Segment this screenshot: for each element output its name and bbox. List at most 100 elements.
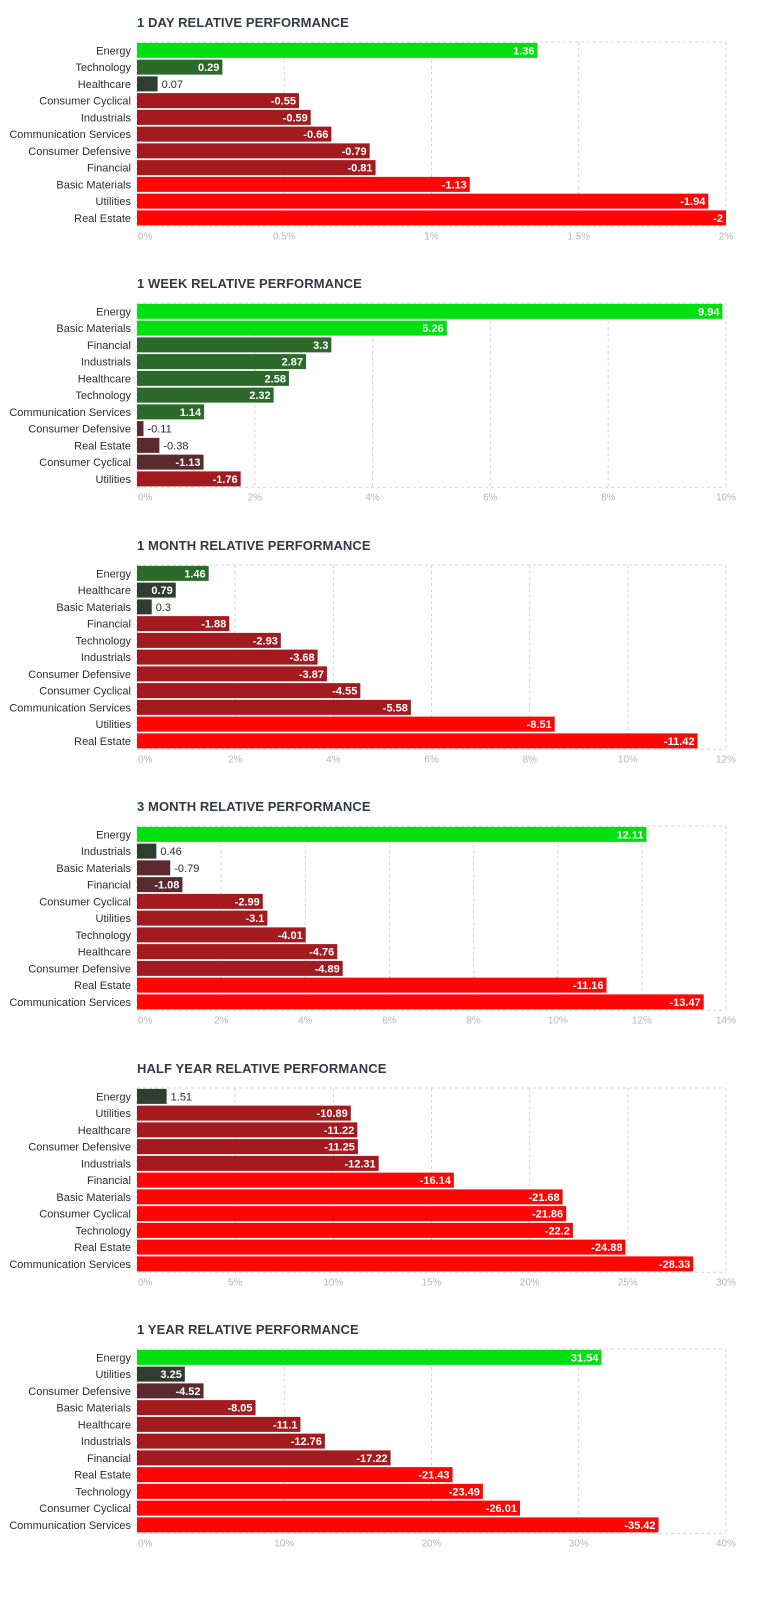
bar[interactable] xyxy=(137,1239,626,1255)
bar[interactable] xyxy=(137,370,289,386)
bar[interactable] xyxy=(137,1222,573,1238)
bar[interactable] xyxy=(137,1433,325,1449)
bar[interactable] xyxy=(137,1500,520,1516)
bar[interactable] xyxy=(137,1467,453,1483)
bar[interactable] xyxy=(137,1366,185,1382)
x-tick-label: 10% xyxy=(274,1538,294,1549)
bar[interactable] xyxy=(137,1206,567,1222)
bar[interactable] xyxy=(137,471,241,487)
bar[interactable] xyxy=(137,93,299,109)
value-label: -4.01 xyxy=(278,930,303,942)
value-label: -1.13 xyxy=(442,179,467,191)
category-label: Utilities xyxy=(96,196,132,208)
bar[interactable] xyxy=(137,1105,351,1121)
value-label: 0.79 xyxy=(151,585,172,597)
bar[interactable] xyxy=(137,76,158,92)
bar[interactable] xyxy=(137,977,607,993)
bar[interactable] xyxy=(137,126,332,142)
bar[interactable] xyxy=(137,910,268,926)
bar[interactable] xyxy=(137,994,704,1010)
x-tick-label: 20% xyxy=(421,1538,441,1549)
value-label: -22.2 xyxy=(545,1225,570,1237)
bar[interactable] xyxy=(137,960,343,976)
value-label: 5.26 xyxy=(422,323,443,335)
x-tick-label: 8% xyxy=(601,492,616,503)
bar[interactable] xyxy=(137,42,538,58)
bar[interactable] xyxy=(137,944,338,960)
category-label: Consumer Defensive xyxy=(28,1386,131,1398)
x-tick-label: 8% xyxy=(522,754,537,765)
bar[interactable] xyxy=(137,320,447,336)
bar[interactable] xyxy=(137,843,157,859)
bar[interactable] xyxy=(137,599,152,615)
chart-title: HALF YEAR RELATIVE PERFORMANCE xyxy=(137,1061,387,1076)
bar[interactable] xyxy=(137,143,370,159)
bar[interactable] xyxy=(137,733,698,749)
bar[interactable] xyxy=(137,1256,694,1272)
bar[interactable] xyxy=(137,354,307,370)
bar[interactable] xyxy=(137,1172,454,1188)
value-label: 1.14 xyxy=(180,407,202,419)
category-label: Technology xyxy=(75,1225,131,1237)
bar[interactable] xyxy=(137,404,205,420)
bar[interactable] xyxy=(137,1450,391,1466)
bar[interactable] xyxy=(137,1139,358,1155)
bar[interactable] xyxy=(137,1483,483,1499)
value-label: 1.51 xyxy=(171,1091,192,1103)
value-label: 3.25 xyxy=(160,1369,181,1381)
bar[interactable] xyxy=(137,454,204,470)
bar[interactable] xyxy=(137,893,263,909)
x-tick-label: 5% xyxy=(228,1277,243,1288)
x-tick-label: 6% xyxy=(424,754,439,765)
bar[interactable] xyxy=(137,1088,167,1104)
bar[interactable] xyxy=(137,826,647,842)
bar[interactable] xyxy=(137,160,376,176)
bar[interactable] xyxy=(137,1122,358,1138)
bar[interactable] xyxy=(137,666,327,682)
value-label: -10.89 xyxy=(317,1108,348,1120)
bar[interactable] xyxy=(137,683,361,699)
category-label: Technology xyxy=(75,635,131,647)
bar[interactable] xyxy=(137,1155,379,1171)
bar[interactable] xyxy=(137,616,230,632)
bar[interactable] xyxy=(137,582,176,598)
category-label: Industrials xyxy=(81,357,132,369)
category-label: Communication Services xyxy=(9,129,131,141)
bar[interactable] xyxy=(137,699,411,715)
bar[interactable] xyxy=(137,303,723,319)
value-label: -23.49 xyxy=(449,1486,480,1498)
bar[interactable] xyxy=(137,716,555,732)
value-label: -0.55 xyxy=(271,96,296,108)
value-label: -4.89 xyxy=(315,963,340,975)
bar[interactable] xyxy=(137,1517,659,1533)
bar[interactable] xyxy=(137,1400,256,1416)
bar[interactable] xyxy=(137,193,709,209)
bar[interactable] xyxy=(137,387,274,403)
bar[interactable] xyxy=(137,437,160,453)
x-tick-label: 10% xyxy=(323,1277,343,1288)
bar[interactable] xyxy=(137,1189,563,1205)
bar[interactable] xyxy=(137,927,306,943)
x-tick-label: 0% xyxy=(138,231,153,242)
bar[interactable] xyxy=(137,632,281,648)
bar[interactable] xyxy=(137,1416,301,1432)
bar[interactable] xyxy=(137,565,209,581)
bar[interactable] xyxy=(137,210,726,226)
bar[interactable] xyxy=(137,877,183,893)
bar[interactable] xyxy=(137,176,470,192)
category-label: Healthcare xyxy=(78,79,131,91)
bar[interactable] xyxy=(137,1383,204,1399)
bar[interactable] xyxy=(137,1349,602,1365)
category-label: Consumer Cyclical xyxy=(39,457,131,469)
bar[interactable] xyxy=(137,337,332,353)
bar[interactable] xyxy=(137,860,171,876)
bar[interactable] xyxy=(137,59,223,75)
category-label: Technology xyxy=(75,1486,131,1498)
bar[interactable] xyxy=(137,421,144,437)
bar[interactable] xyxy=(137,649,318,665)
category-label: Energy xyxy=(96,829,131,841)
bar[interactable] xyxy=(137,109,311,125)
category-label: Real Estate xyxy=(74,1242,131,1254)
value-label: -24.88 xyxy=(591,1242,622,1254)
